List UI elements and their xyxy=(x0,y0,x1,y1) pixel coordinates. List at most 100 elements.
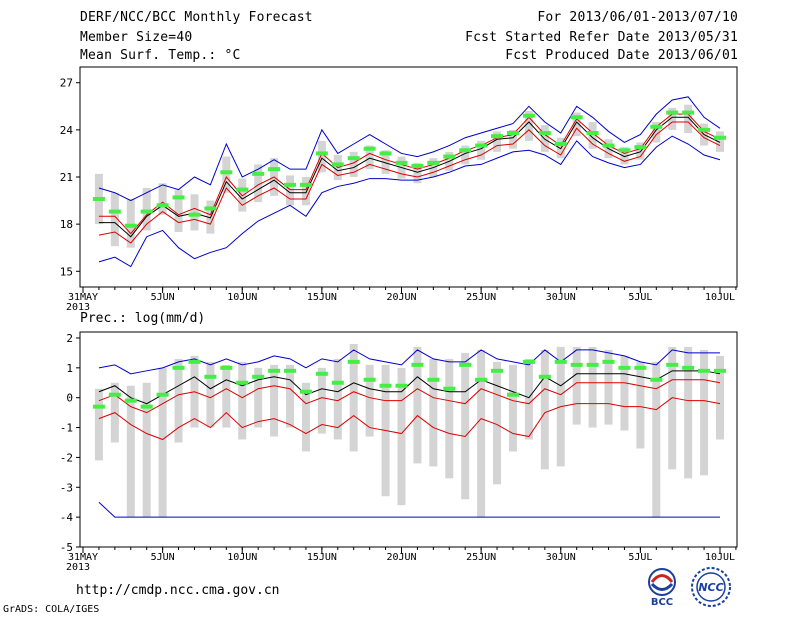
spread-bar xyxy=(158,367,167,518)
spread-bar xyxy=(126,385,135,518)
spread-bar xyxy=(222,156,231,193)
series-min xyxy=(98,501,720,518)
ncc-logo: NCC xyxy=(688,566,734,612)
y-tick-label: 0 xyxy=(66,392,73,405)
spread-bar xyxy=(238,178,247,212)
fcst-produced-date: Fcst Produced Date 2013/06/01 xyxy=(505,48,738,63)
forecast-period: For 2013/06/01-2013/07/10 xyxy=(537,10,738,25)
spread-bar xyxy=(94,388,103,461)
spread-bar xyxy=(142,188,151,231)
spread-bar xyxy=(508,129,517,149)
spread-bar xyxy=(286,364,295,428)
spread-bar xyxy=(349,151,358,177)
spread-bar xyxy=(174,189,183,232)
x-tick-label: 2013 xyxy=(66,302,90,313)
spread-bar xyxy=(684,346,693,479)
spread-bar xyxy=(413,346,422,464)
spread-bar xyxy=(365,364,374,437)
ncc-logo-text: NCC xyxy=(698,581,723,594)
x-tick-label: 15JUN xyxy=(307,292,337,303)
x-tick-label: 30JUN xyxy=(546,292,576,303)
spread-bar xyxy=(508,364,517,452)
spread-bar xyxy=(684,104,693,133)
series-max xyxy=(98,96,721,202)
y-tick-label: -1 xyxy=(60,422,73,435)
spread-bar xyxy=(429,358,438,467)
spread-bar xyxy=(636,361,645,449)
plot-frame xyxy=(79,331,738,548)
x-tick-label: 15JUN xyxy=(307,552,337,563)
plot-frame xyxy=(79,66,738,288)
x-tick-label: 5JUN xyxy=(151,552,175,563)
spread-bar xyxy=(445,358,454,479)
spread-bar xyxy=(461,145,470,165)
x-tick-label: 2013 xyxy=(66,562,90,573)
spread-bar xyxy=(333,358,342,440)
y-tick-label: 2 xyxy=(66,332,73,345)
member-size-label: Member Size=40 xyxy=(80,30,193,45)
spread-bar xyxy=(652,361,661,518)
x-tick-label: 25JUN xyxy=(466,292,496,303)
spread-bar xyxy=(270,364,279,437)
x-tick-label: 10JUL xyxy=(705,292,735,303)
x-tick-label: 31MAY xyxy=(68,292,98,303)
x-tick-label: 25JUN xyxy=(466,552,496,563)
spread-bar xyxy=(461,352,470,500)
spread-bar xyxy=(126,199,135,248)
spread-bar xyxy=(317,140,326,173)
spread-bar xyxy=(668,346,677,470)
series-ensemble-mean xyxy=(98,370,721,405)
spread-bar xyxy=(206,361,215,428)
series-upper-red xyxy=(98,113,721,235)
spread-bar xyxy=(524,111,533,141)
series-upper-red xyxy=(98,379,721,414)
spread-bar xyxy=(477,349,486,518)
y-tick-label: 24 xyxy=(60,124,74,137)
spread-bar xyxy=(572,346,581,425)
y-tick-label: -3 xyxy=(60,481,73,494)
spread-bar xyxy=(301,382,310,452)
spread-bar xyxy=(652,122,661,143)
spread-bar xyxy=(254,367,263,428)
spread-bar xyxy=(238,361,247,440)
spread-bar xyxy=(620,355,629,431)
y-tick-label: 21 xyxy=(60,171,73,184)
spread-bar xyxy=(588,346,597,428)
spread-bar xyxy=(222,364,231,428)
spread-bar xyxy=(493,131,502,152)
x-tick-label: 10JUN xyxy=(227,552,257,563)
x-tick-label: 31MAY xyxy=(68,552,98,563)
spread-bar xyxy=(540,125,549,152)
x-tick-label: 30JUN xyxy=(546,552,576,563)
spread-bar xyxy=(365,145,374,170)
series-lower-red xyxy=(98,121,721,244)
spread-bar xyxy=(110,192,119,247)
y-tick-label: 18 xyxy=(60,218,73,231)
spread-bar xyxy=(413,162,422,184)
precip-title: Prec.: log(mm/d) xyxy=(80,311,205,326)
bcc-logo: BCC xyxy=(640,567,684,611)
fcst-started-date: Fcst Started Refer Date 2013/05/31 xyxy=(465,30,738,45)
spread-bar xyxy=(397,367,406,506)
y-tick-label: -2 xyxy=(60,451,73,464)
spread-bar xyxy=(158,183,167,215)
y-tick-label: -5 xyxy=(60,541,73,554)
spread-bar xyxy=(301,177,310,206)
spread-bar xyxy=(588,122,597,149)
spread-bar xyxy=(540,349,549,470)
x-tick-label: 10JUL xyxy=(705,552,735,563)
y-tick-label: 27 xyxy=(60,77,73,90)
series-max xyxy=(98,349,720,375)
x-tick-label: 10JUN xyxy=(227,292,257,303)
website-url[interactable]: http://cmdp.ncc.cma.gov.cn xyxy=(76,583,280,598)
grads-credit: GrADS: COLA/IGES xyxy=(3,604,100,615)
spread-bar xyxy=(381,150,390,174)
spread-bar xyxy=(317,367,326,434)
spread-bar xyxy=(716,131,724,152)
x-tick-label: 20JUN xyxy=(386,552,416,563)
y-tick-label: 1 xyxy=(66,362,73,375)
spread-bar xyxy=(700,349,709,476)
spread-bar xyxy=(142,382,151,518)
